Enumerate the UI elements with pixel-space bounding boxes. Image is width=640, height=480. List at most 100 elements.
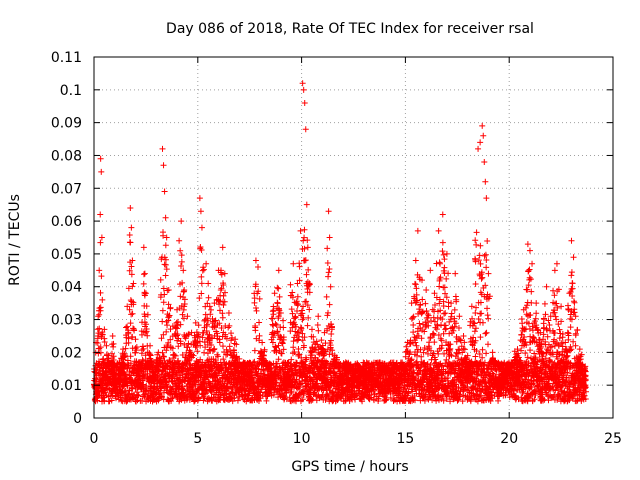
data-point (206, 303, 213, 310)
data-point (212, 317, 219, 324)
data-point (118, 397, 125, 404)
data-point (437, 260, 444, 267)
data-point (128, 311, 135, 318)
data-point (207, 347, 214, 354)
data-point (133, 398, 140, 405)
data-point (207, 306, 214, 313)
data-point (177, 247, 184, 254)
data-point (200, 266, 207, 273)
data-point (186, 361, 193, 368)
data-point (296, 263, 303, 270)
data-point (127, 320, 134, 327)
data-point (403, 343, 410, 350)
data-point (428, 318, 435, 325)
data-point (101, 339, 108, 346)
data-point (301, 226, 308, 233)
data-point (173, 319, 180, 326)
data-point (96, 305, 103, 312)
data-point (177, 340, 184, 347)
data-point (315, 327, 322, 334)
data-point (324, 245, 331, 252)
data-point (125, 285, 132, 292)
data-point (168, 395, 175, 402)
data-point (126, 364, 133, 371)
data-point (144, 332, 151, 339)
data-point (97, 344, 104, 351)
data-point (295, 346, 302, 353)
data-point (143, 328, 150, 335)
data-point (160, 299, 167, 306)
data-point (171, 352, 178, 359)
data-point (167, 326, 174, 333)
data-point (280, 324, 287, 331)
data-point (147, 357, 154, 364)
data-point (125, 329, 132, 336)
data-point (198, 246, 205, 253)
data-point (306, 306, 313, 313)
data-point (179, 311, 186, 318)
data-point (182, 335, 189, 342)
data-point (185, 331, 192, 338)
data-point (326, 301, 333, 308)
data-point (477, 242, 484, 249)
data-point (484, 238, 491, 245)
data-point (148, 382, 155, 389)
data-point (485, 315, 492, 322)
data-point (472, 237, 479, 244)
data-point (201, 339, 208, 346)
data-point (134, 397, 141, 404)
data-point (122, 371, 129, 378)
data-point (165, 339, 172, 346)
data-point (483, 264, 490, 271)
data-point (442, 310, 449, 317)
data-point (194, 348, 201, 355)
data-point (479, 346, 486, 353)
data-point (127, 353, 134, 360)
data-point (173, 332, 180, 339)
data-point (158, 335, 165, 342)
data-point (133, 347, 140, 354)
data-point (478, 310, 485, 317)
data-point (252, 327, 259, 334)
data-point (304, 322, 311, 329)
data-point (139, 347, 146, 354)
data-point (479, 319, 486, 326)
data-point (185, 340, 192, 347)
data-point (228, 330, 235, 337)
data-point (135, 392, 142, 399)
data-point (200, 329, 207, 336)
data-point (484, 312, 491, 319)
data-point (163, 347, 170, 354)
data-point (325, 273, 332, 280)
data-point (410, 329, 417, 336)
data-point (177, 321, 184, 328)
data-point (172, 352, 179, 359)
data-point (211, 345, 218, 352)
data-point (220, 302, 227, 309)
data-point (416, 320, 423, 327)
data-point (426, 339, 433, 346)
data-point (162, 242, 169, 249)
data-point (161, 357, 168, 364)
data-point (125, 339, 132, 346)
data-point (181, 296, 188, 303)
data-point (143, 303, 150, 310)
data-point (122, 345, 129, 352)
data-point (207, 334, 214, 341)
data-point (178, 252, 185, 259)
data-point (477, 334, 484, 341)
data-point (160, 229, 167, 236)
data-point (95, 330, 102, 337)
data-point (473, 229, 480, 236)
data-point (110, 356, 117, 363)
data-point (190, 352, 197, 359)
data-point (181, 287, 188, 294)
data-point (174, 318, 181, 325)
data-point (290, 344, 297, 351)
data-point (133, 344, 140, 351)
data-point (167, 304, 174, 311)
data-point (121, 352, 128, 359)
data-point (186, 396, 193, 403)
data-point (127, 360, 134, 367)
